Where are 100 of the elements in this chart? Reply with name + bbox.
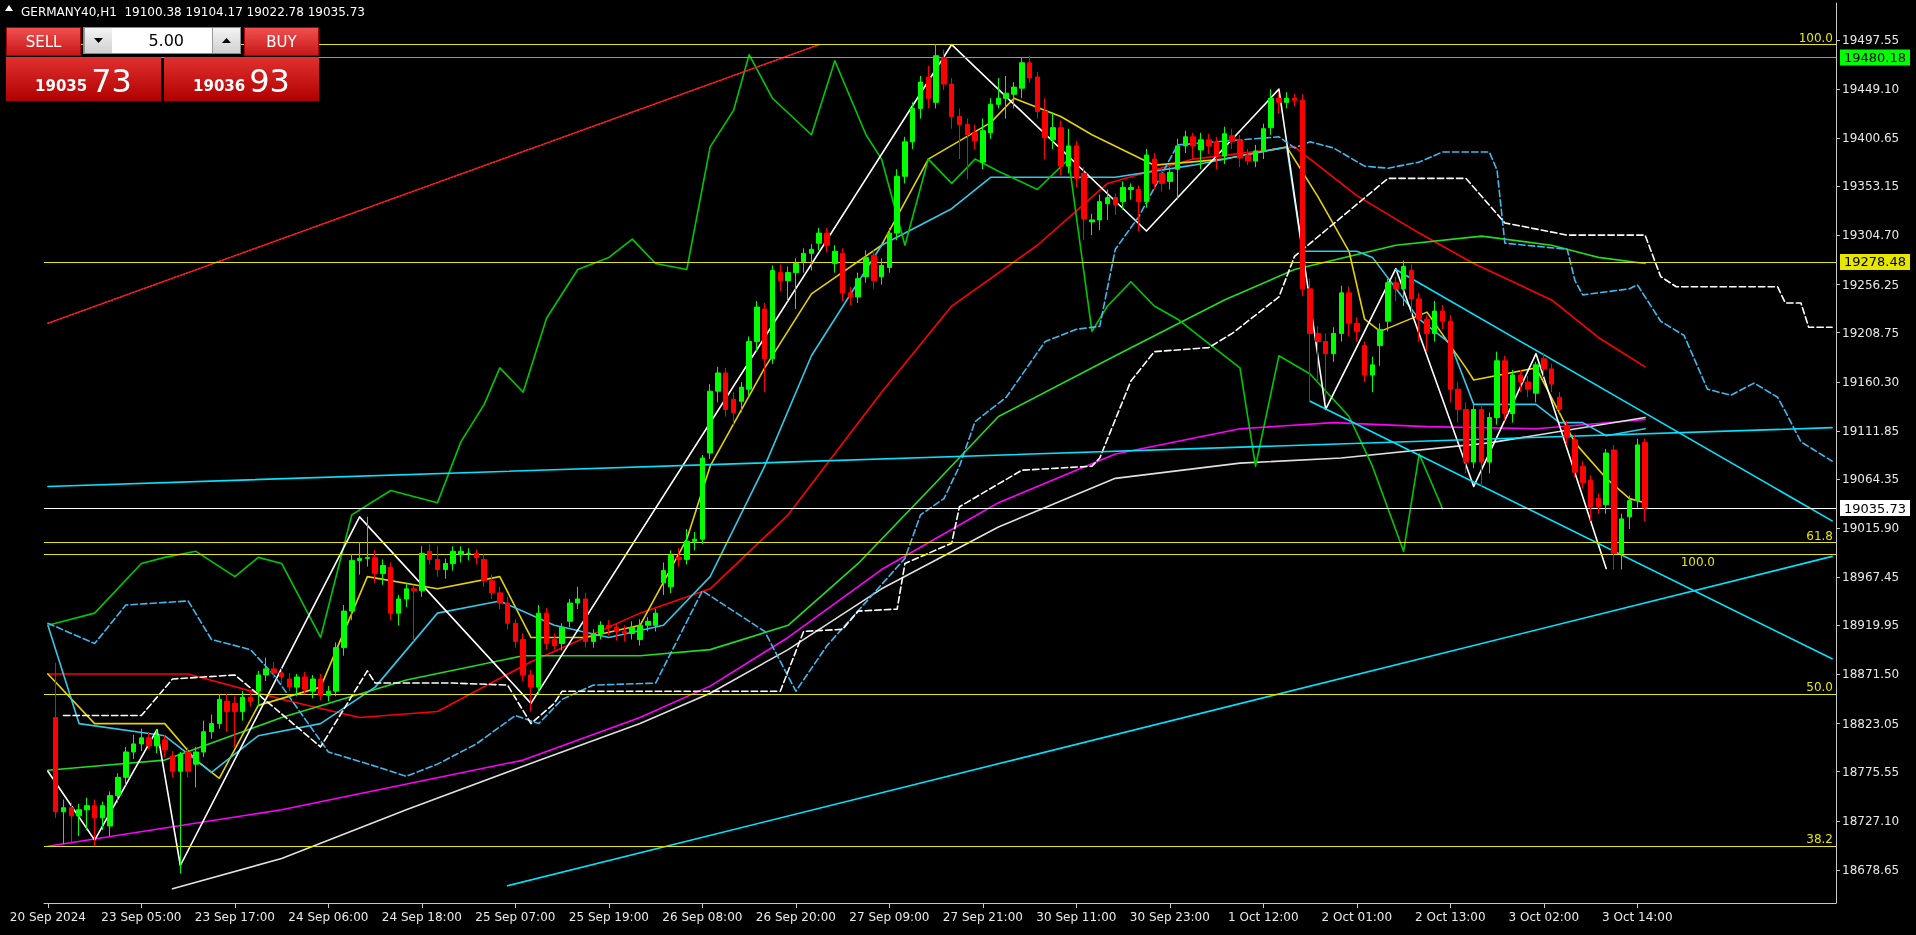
candlestick [1284,91,1289,109]
candlestick [723,367,728,418]
candlestick [357,541,362,576]
candlestick [1635,438,1640,509]
candlestick [739,381,744,413]
y-tick-label: 18871.50 [1842,667,1900,682]
candlestick [1198,132,1204,170]
candlestick [661,561,666,596]
x-tick-label: 23 Sep 05:00 [101,910,182,924]
candlestick [1440,304,1445,330]
candlestick [1385,278,1391,332]
candlestick [1081,166,1087,241]
candlestick [1035,71,1040,120]
x-tick-label: 1 Oct 12:00 [1228,910,1299,924]
y-tick-label: 18678.65 [1842,862,1900,877]
candlestick [1346,286,1352,337]
candlestick [1152,152,1157,190]
candlestick [458,545,464,563]
candlestick [1596,493,1601,515]
candlestick [692,531,697,551]
candlestick [552,632,557,651]
candlestick [76,803,82,837]
candlestick [201,720,206,758]
candlestick [294,673,300,697]
ref-line-label: 19480.18 [1844,50,1907,66]
candlestick [996,77,1001,109]
candlestick [778,263,783,292]
x-tick-label: 2 Oct 01:00 [1321,910,1393,924]
candlestick [575,586,580,610]
y-tick-label: 18823.05 [1842,716,1900,731]
candlestick [131,734,136,760]
candlestick [100,801,105,831]
annotation: 100.0 [1680,555,1716,570]
candlestick [481,553,487,588]
annotation: 61.8 [1806,528,1833,543]
candlestick [419,545,425,598]
x-tick-label: 26 Sep 20:00 [755,910,836,924]
candlestick [209,713,214,740]
candlestick [1105,188,1110,221]
candlestick [926,65,931,109]
candlestick [762,302,767,393]
candlestick [949,77,954,130]
annotation: 19035 [35,77,88,95]
candlestick [700,454,705,545]
candlestick [1424,314,1430,353]
candlestick [887,227,892,274]
candlestick [178,751,183,875]
candlestick [1549,363,1554,393]
candlestick [707,383,713,460]
candlestick [287,672,292,692]
line-series [171,416,1646,890]
candlestick [162,734,168,758]
candlestick [544,607,549,651]
candlestick [1510,369,1515,424]
candlestick [466,547,471,561]
candlestick [1362,341,1367,383]
candlestick [1370,356,1375,393]
candlestick [1377,322,1383,367]
candlestick [256,670,261,707]
y-tick-label: 19111.85 [1842,423,1900,438]
candlestick [1253,144,1258,168]
candlestick [185,746,191,778]
y-tick-label: 19160.30 [1842,374,1900,389]
candlestick [840,247,845,302]
candlestick [1307,278,1313,402]
candlestick [1642,438,1648,522]
candlestick [310,674,316,699]
candlestick [1089,213,1095,236]
y-tick-label: 19064.35 [1842,472,1900,486]
candlestick [1557,391,1562,413]
candlestick [372,549,378,584]
candlestick [902,136,908,184]
candlestick [598,620,604,640]
x-tick-label: 23 Sep 17:00 [194,910,275,924]
candlestick [1611,444,1617,571]
x-tick-label: 25 Sep 19:00 [568,910,649,924]
candlestick [1222,126,1227,165]
candlestick [715,366,721,403]
buy-button: BUY [244,27,319,56]
candlestick [528,669,534,712]
candlestick [801,247,806,274]
ask-price: 19036 93 [164,57,319,101]
candlestick [396,594,401,626]
candlestick [248,691,253,707]
candlestick [1448,314,1453,403]
candlestick [1339,285,1344,343]
candlestick [115,772,121,804]
candlestick [69,802,74,845]
candlestick [271,661,277,679]
candlestick [193,746,199,788]
candlestick [1331,326,1336,363]
candlestick [965,118,970,180]
candlestick [559,622,565,652]
candlestick [326,685,331,702]
candlestick [1572,434,1578,478]
candlestick [1292,93,1297,107]
candlestick [988,97,993,140]
candlestick [1183,130,1188,154]
candlestick [1066,128,1071,174]
candlestick [1011,81,1017,109]
